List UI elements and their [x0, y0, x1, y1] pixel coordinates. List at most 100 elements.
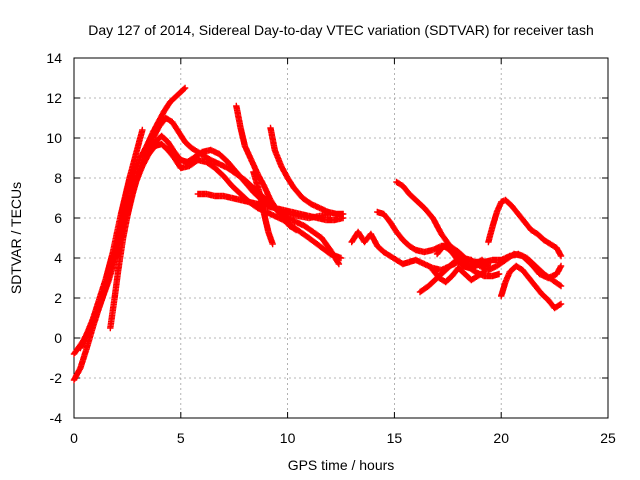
data-point [474, 269, 486, 280]
axis-ticks [73, 57, 609, 419]
data-point [117, 194, 129, 218]
data-point [493, 257, 508, 270]
data-point [158, 132, 171, 145]
x-tick-label: 15 [387, 430, 403, 446]
data-point [466, 261, 478, 272]
series-track-17 [433, 242, 492, 272]
data-point [425, 275, 440, 290]
chart-title: Day 127 of 2014, Sidereal Day-to-day VTE… [88, 22, 594, 38]
data-point [271, 146, 284, 168]
data-point [177, 85, 188, 96]
data-point [527, 226, 540, 237]
data-point [498, 280, 509, 300]
y-tick-label: 8 [54, 170, 62, 186]
data-point [380, 210, 393, 225]
data-point [90, 296, 103, 322]
data-point [292, 226, 300, 234]
data-point [453, 254, 465, 269]
data-point [171, 154, 184, 170]
series-track-14 [429, 264, 488, 286]
data-point [399, 182, 412, 197]
data-point [77, 332, 90, 352]
data-point [478, 256, 491, 269]
data-point [248, 156, 261, 176]
data-point [515, 210, 527, 225]
y-tick-label: 12 [46, 90, 62, 106]
data-point [220, 172, 235, 189]
data-point [181, 84, 189, 92]
data-point [540, 236, 553, 247]
data-point [508, 202, 521, 217]
data-point [335, 260, 343, 268]
data-point [399, 236, 412, 249]
x-tick-label: 10 [280, 430, 296, 446]
data-point [267, 196, 280, 212]
data-point [203, 158, 217, 171]
data-point [173, 89, 183, 100]
data-point [83, 316, 96, 338]
data-point [175, 128, 188, 144]
data-point [489, 210, 500, 230]
data-point [519, 252, 534, 267]
data-point [468, 273, 480, 284]
data-point [280, 214, 292, 229]
data-point [551, 301, 563, 312]
data-point [557, 282, 565, 290]
y-tick-label: 6 [54, 210, 62, 226]
data-point [162, 114, 175, 125]
data-point [386, 218, 399, 234]
data-point [102, 252, 116, 282]
data-point [455, 264, 467, 277]
data-point [297, 228, 311, 241]
series-track-4 [107, 114, 343, 332]
data-point [284, 174, 297, 190]
data-point [557, 252, 565, 260]
data-point [166, 93, 179, 106]
y-axis-label: SDTVAR / TECUs [8, 182, 24, 294]
x-tick-label: 20 [493, 430, 509, 446]
data-series [70, 84, 565, 384]
data-point [233, 102, 244, 130]
data-point [339, 210, 347, 218]
x-axis-label: GPS time / hours [288, 457, 395, 473]
data-point [480, 268, 488, 276]
data-point [301, 222, 316, 235]
data-point [412, 196, 427, 211]
data-point [241, 142, 254, 162]
data-point [241, 178, 256, 195]
data-point [549, 276, 563, 289]
data-point [260, 182, 274, 202]
series-track-9 [267, 124, 347, 218]
x-tick-label: 25 [600, 430, 616, 446]
data-point [406, 242, 418, 253]
data-point [386, 252, 399, 263]
data-point [442, 259, 457, 274]
data-point [273, 206, 286, 221]
data-point [164, 138, 177, 154]
y-tick-label: 2 [54, 290, 62, 306]
y-tick-label: -2 [50, 370, 63, 386]
data-point [299, 194, 314, 207]
data-point [184, 155, 196, 166]
plot-frame [73, 57, 609, 419]
data-point [538, 290, 551, 303]
series-track-8 [250, 168, 276, 248]
data-point [269, 240, 276, 248]
data-point [224, 158, 239, 175]
data-point [487, 258, 494, 266]
data-point [250, 168, 263, 196]
data-point [525, 274, 538, 289]
data-point [158, 140, 171, 153]
series-track-1 [70, 84, 189, 384]
series-track-5 [145, 132, 334, 222]
data-point [380, 248, 392, 259]
data-point [421, 204, 436, 221]
data-point [393, 178, 405, 189]
series-track-3 [77, 126, 146, 352]
y-tick-label: 4 [54, 250, 62, 266]
data-point [527, 260, 542, 277]
data-point [438, 230, 453, 248]
data-point [265, 228, 276, 246]
data-point [519, 266, 532, 281]
